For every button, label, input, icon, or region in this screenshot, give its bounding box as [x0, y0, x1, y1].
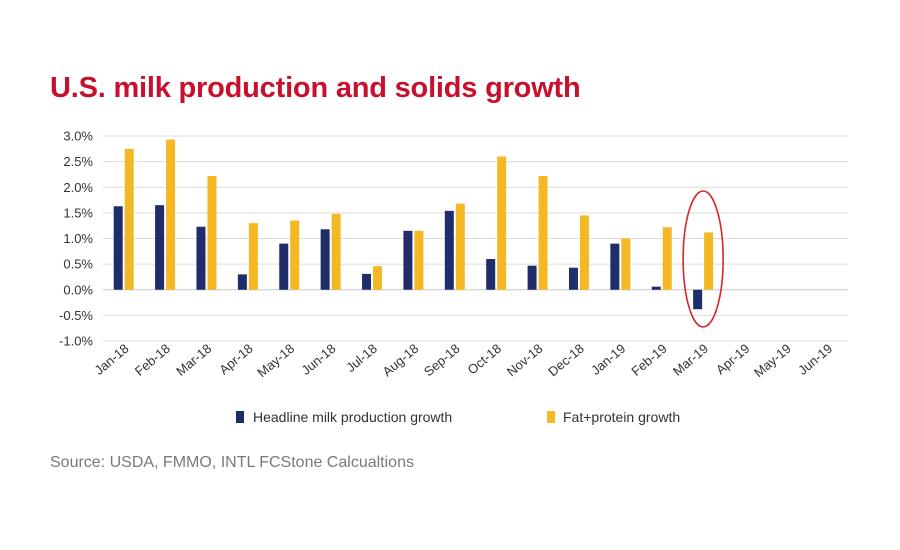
x-tick-label: Jun-19 [795, 341, 835, 378]
y-tick-label: 2.0% [63, 180, 93, 195]
y-tick-label: 0.0% [63, 282, 93, 297]
bar-headline [651, 286, 661, 290]
chart-title: U.S. milk production and solids growth [50, 72, 581, 104]
x-tick-label: Jun-18 [298, 341, 338, 378]
bar-headline [320, 229, 330, 290]
bar-headline [403, 230, 413, 290]
x-tick-label: Dec-18 [545, 341, 587, 379]
x-tick-label: May-19 [751, 341, 794, 380]
x-tick-label: May-18 [254, 341, 297, 380]
bar-headline [113, 206, 123, 290]
bar-fat-protein [455, 203, 465, 290]
bar-fat-protein [538, 175, 548, 290]
bar-fat-protein [497, 156, 507, 290]
x-tick-label: Jan-18 [92, 341, 132, 378]
y-tick-label: 3.0% [63, 129, 93, 144]
x-tick-label: Sep-18 [421, 341, 463, 379]
x-tick-label: Apr-18 [216, 341, 256, 378]
x-tick-label: Feb-18 [132, 341, 173, 379]
bar-fat-protein [579, 215, 589, 290]
bar-fat-protein [290, 220, 300, 290]
legend-swatch-fat-protein [547, 411, 555, 423]
bar-headline [237, 274, 247, 290]
bar-headline [693, 289, 703, 310]
bar-headline [362, 273, 372, 290]
bar-headline [279, 243, 289, 290]
legend-label-headline: Headline milk production growth [253, 409, 452, 425]
bar-fat-protein [331, 213, 341, 290]
bar-headline [486, 259, 496, 290]
bar-fat-protein [248, 223, 258, 290]
y-tick-label: -0.5% [59, 308, 93, 323]
x-tick-label: Jan-19 [588, 341, 628, 378]
legend-label-fat-protein: Fat+protein growth [563, 409, 680, 425]
annotation [682, 190, 724, 328]
x-tick-label: Oct-18 [465, 341, 505, 378]
bar-fat-protein [704, 232, 714, 290]
x-tick-label: Nov-18 [504, 341, 546, 379]
bar-fat-protein [621, 238, 631, 290]
gridlines [103, 135, 848, 342]
y-tick-label: 0.5% [63, 257, 93, 272]
y-tick-label: 1.5% [63, 205, 93, 220]
bar-fat-protein [166, 139, 176, 290]
y-tick-label: -1.0% [59, 334, 93, 349]
bar-headline [568, 267, 578, 290]
y-axis-ticks: 3.0% 2.5% 2.0% 1.5% 1.0% 0.5% 0.0% -0.5% -1.0% [59, 129, 93, 349]
annotation-ellipse [682, 190, 724, 328]
bar-fat-protein [414, 230, 424, 290]
y-tick-label: 1.0% [63, 231, 93, 246]
bar-headline [527, 265, 537, 290]
bar-fat-protein [124, 148, 134, 290]
bar-headline [444, 210, 454, 290]
legend: Headline milk production growth Fat+prote… [236, 409, 680, 425]
x-tick-label: Feb-19 [628, 341, 669, 379]
bar-fat-protein [207, 175, 217, 290]
x-tick-label: Mar-19 [670, 341, 711, 379]
bar-headline [155, 205, 165, 290]
bar-fat-protein [373, 266, 383, 290]
x-tick-label: Jul-18 [343, 341, 380, 375]
bar-headline [610, 243, 620, 290]
bars [113, 139, 714, 310]
bar-headline [196, 226, 206, 290]
y-tick-label: 2.5% [63, 154, 93, 169]
x-tick-label: Mar-18 [173, 341, 214, 379]
x-tick-label: Apr-19 [713, 341, 753, 378]
legend-swatch-headline [236, 411, 244, 423]
bar-fat-protein [662, 227, 672, 290]
x-tick-label: Aug-18 [380, 341, 422, 379]
source-note: Source: USDA, FMMO, INTL FCStone Calcual… [50, 454, 414, 471]
